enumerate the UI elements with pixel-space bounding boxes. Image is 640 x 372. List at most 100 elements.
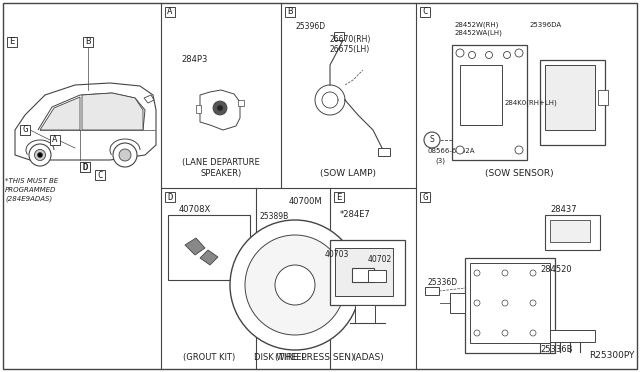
Bar: [165, 7, 175, 17]
Bar: [355, 305, 375, 323]
Circle shape: [456, 49, 464, 57]
Bar: [238, 100, 244, 106]
Polygon shape: [82, 93, 143, 130]
Text: (SOW LAMP): (SOW LAMP): [320, 169, 376, 178]
Bar: [452, 45, 527, 160]
Bar: [330, 240, 405, 305]
Text: *284E7: *284E7: [340, 210, 371, 219]
Text: 28452W(RH): 28452W(RH): [455, 22, 499, 29]
Bar: [20, 125, 30, 135]
Circle shape: [474, 270, 480, 276]
Polygon shape: [200, 250, 218, 265]
Bar: [465, 258, 555, 353]
Bar: [7, 37, 17, 47]
Text: 40708X: 40708X: [179, 205, 211, 214]
Circle shape: [456, 146, 464, 154]
Bar: [334, 192, 344, 202]
Text: 40703: 40703: [325, 250, 349, 259]
Text: *THIS MUST BE
PROGRAMMED
(284E9ADAS): *THIS MUST BE PROGRAMMED (284E9ADAS): [5, 178, 58, 202]
Text: E: E: [336, 192, 342, 202]
Bar: [460, 65, 502, 125]
Circle shape: [245, 235, 345, 335]
Circle shape: [113, 143, 137, 167]
Bar: [165, 192, 175, 202]
Bar: [352, 268, 374, 282]
Bar: [378, 148, 390, 156]
Circle shape: [424, 132, 440, 148]
Bar: [545, 65, 595, 130]
Bar: [450, 293, 465, 313]
Circle shape: [275, 265, 315, 305]
Text: 25396DA: 25396DA: [530, 22, 562, 28]
Circle shape: [35, 150, 45, 160]
Text: DISK WHEEL: DISK WHEEL: [254, 353, 306, 362]
Circle shape: [502, 300, 508, 306]
Bar: [334, 32, 344, 40]
Circle shape: [29, 144, 51, 166]
Text: 08566-6162A: 08566-6162A: [427, 148, 474, 154]
Text: (3): (3): [435, 157, 445, 164]
Circle shape: [515, 49, 523, 57]
Bar: [425, 287, 439, 295]
Circle shape: [486, 51, 493, 58]
Text: G: G: [22, 125, 28, 135]
Text: (GROUT KIT): (GROUT KIT): [183, 353, 235, 362]
Bar: [80, 162, 90, 172]
Circle shape: [515, 146, 523, 154]
Text: (TIRE PRESS SEN): (TIRE PRESS SEN): [275, 353, 355, 362]
Circle shape: [502, 330, 508, 336]
Bar: [83, 37, 93, 47]
Bar: [545, 215, 600, 250]
Text: 25389B: 25389B: [260, 212, 289, 221]
Bar: [420, 7, 430, 17]
Bar: [368, 270, 386, 282]
Text: B: B: [287, 7, 292, 16]
Text: (SOW SENSOR): (SOW SENSOR): [484, 169, 554, 178]
Text: E: E: [10, 38, 15, 46]
Circle shape: [217, 105, 223, 111]
Bar: [598, 90, 608, 105]
Bar: [550, 220, 590, 242]
Bar: [335, 248, 393, 296]
Text: 284P3: 284P3: [182, 55, 208, 64]
Text: D: D: [83, 163, 88, 171]
Text: 26670(RH): 26670(RH): [330, 35, 371, 44]
Bar: [285, 7, 295, 17]
Circle shape: [230, 220, 360, 350]
Text: C: C: [422, 7, 428, 16]
Circle shape: [502, 270, 508, 276]
Text: 28437: 28437: [550, 205, 577, 214]
Text: B: B: [85, 38, 91, 46]
Circle shape: [504, 51, 511, 58]
Bar: [50, 135, 60, 145]
Circle shape: [119, 149, 131, 161]
Text: 25336D: 25336D: [427, 278, 457, 287]
Polygon shape: [15, 83, 156, 160]
Circle shape: [530, 330, 536, 336]
Circle shape: [530, 300, 536, 306]
Circle shape: [530, 270, 536, 276]
Text: 40702: 40702: [368, 255, 392, 264]
Bar: [535, 330, 595, 342]
Bar: [470, 263, 550, 343]
Text: D: D: [83, 163, 88, 171]
Circle shape: [474, 300, 480, 306]
Polygon shape: [144, 95, 154, 103]
Bar: [420, 192, 430, 202]
Text: D: D: [167, 192, 173, 202]
Text: 25336B: 25336B: [540, 345, 573, 354]
Text: 25396D: 25396D: [295, 22, 325, 31]
Text: 26675(LH): 26675(LH): [330, 45, 371, 54]
Bar: [168, 215, 250, 280]
Text: A: A: [167, 7, 173, 16]
Text: R25300PY: R25300PY: [589, 351, 635, 360]
Circle shape: [38, 153, 42, 157]
Text: (LANE DEPARTURE
SPEAKER): (LANE DEPARTURE SPEAKER): [182, 158, 260, 178]
Bar: [80, 162, 90, 172]
Text: 284K0(RH+LH): 284K0(RH+LH): [505, 100, 557, 106]
Polygon shape: [40, 97, 80, 130]
Circle shape: [474, 330, 480, 336]
Bar: [196, 105, 201, 113]
Polygon shape: [200, 90, 240, 130]
Circle shape: [213, 101, 227, 115]
